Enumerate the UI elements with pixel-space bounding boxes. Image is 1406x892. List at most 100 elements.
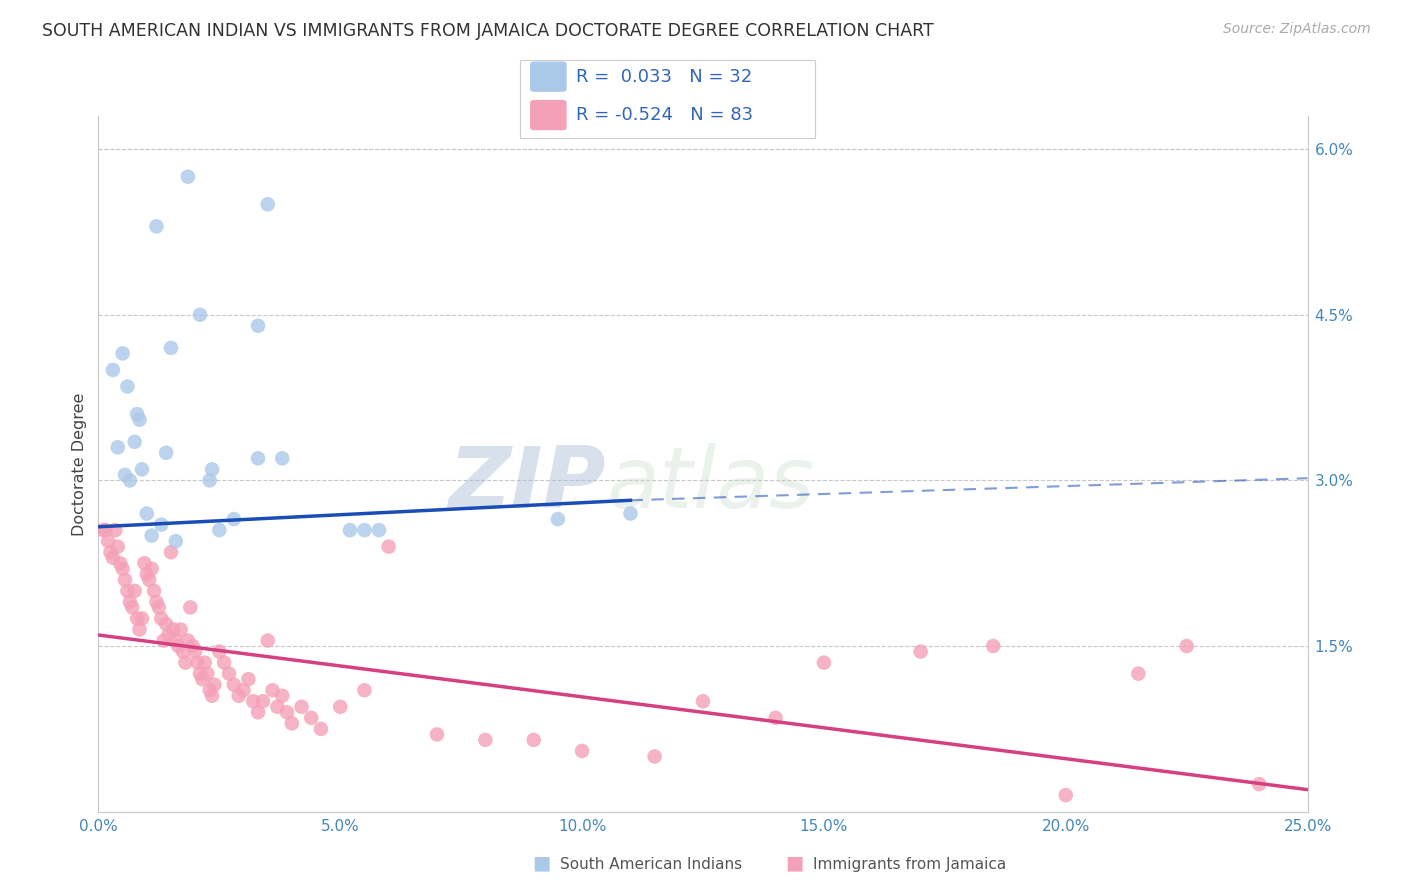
- Point: [208, 523, 231, 537]
- Point: [1128, 666, 1150, 681]
- Point: [135, 507, 157, 521]
- Point: [232, 683, 254, 698]
- Point: [104, 523, 127, 537]
- Point: [100, 545, 122, 559]
- Point: [118, 474, 141, 488]
- Point: [353, 523, 375, 537]
- Text: Source: ZipAtlas.com: Source: ZipAtlas.com: [1223, 22, 1371, 37]
- Point: [160, 545, 183, 559]
- Point: [256, 633, 278, 648]
- Point: [174, 656, 197, 670]
- Point: [127, 407, 149, 421]
- Point: [152, 633, 174, 648]
- Point: [247, 318, 270, 333]
- Y-axis label: Doctorate Degree: Doctorate Degree: [72, 392, 87, 535]
- Point: [160, 341, 183, 355]
- Point: [910, 644, 932, 658]
- Text: Immigrants from Jamaica: Immigrants from Jamaica: [813, 857, 1005, 872]
- Point: [138, 573, 160, 587]
- Point: [212, 656, 235, 670]
- Point: [188, 666, 211, 681]
- Point: [135, 567, 157, 582]
- Point: [148, 600, 170, 615]
- Point: [309, 722, 332, 736]
- Point: [692, 694, 714, 708]
- Point: [247, 706, 270, 720]
- Point: [377, 540, 399, 554]
- Point: [198, 474, 221, 488]
- Text: R = -0.524   N = 83: R = -0.524 N = 83: [576, 106, 754, 124]
- Point: [165, 633, 187, 648]
- Point: [91, 523, 114, 537]
- Point: [252, 694, 274, 708]
- Point: [238, 672, 260, 686]
- Point: [150, 611, 173, 625]
- Point: [114, 467, 136, 482]
- Point: [222, 512, 245, 526]
- Point: [813, 656, 835, 670]
- Point: [179, 600, 201, 615]
- Text: South American Indians: South American Indians: [560, 857, 742, 872]
- Point: [1249, 777, 1271, 791]
- Point: [150, 517, 173, 532]
- Point: [1175, 639, 1198, 653]
- Point: [228, 689, 250, 703]
- Point: [155, 446, 177, 460]
- Point: [124, 434, 146, 449]
- Point: [127, 611, 149, 625]
- Point: [188, 308, 211, 322]
- Point: [184, 644, 207, 658]
- Point: [118, 595, 141, 609]
- Point: [981, 639, 1004, 653]
- Point: [169, 623, 191, 637]
- Point: [108, 556, 131, 570]
- Point: [187, 656, 209, 670]
- Point: [765, 711, 787, 725]
- Point: [242, 694, 264, 708]
- Text: R =  0.033   N = 32: R = 0.033 N = 32: [576, 68, 752, 86]
- Point: [177, 169, 200, 184]
- Point: [208, 644, 231, 658]
- Point: [155, 617, 177, 632]
- Point: [281, 716, 304, 731]
- Point: [177, 633, 200, 648]
- Point: [94, 523, 117, 537]
- Point: [266, 699, 288, 714]
- Text: ■: ■: [531, 854, 551, 872]
- Point: [474, 733, 496, 747]
- Point: [162, 623, 184, 637]
- Point: [619, 507, 641, 521]
- Point: [299, 711, 322, 725]
- Point: [201, 462, 224, 476]
- Point: [368, 523, 391, 537]
- Point: [114, 573, 136, 587]
- Point: [157, 628, 180, 642]
- Point: [121, 600, 143, 615]
- Point: [191, 672, 214, 686]
- Text: ■: ■: [785, 854, 804, 872]
- Point: [181, 639, 204, 653]
- Point: [198, 683, 221, 698]
- Point: [131, 611, 153, 625]
- Point: [256, 197, 278, 211]
- Point: [218, 666, 240, 681]
- Point: [107, 540, 129, 554]
- Point: [329, 699, 352, 714]
- Point: [523, 733, 546, 747]
- Point: [167, 639, 190, 653]
- Point: [571, 744, 593, 758]
- Point: [339, 523, 361, 537]
- Point: [547, 512, 569, 526]
- Point: [204, 678, 226, 692]
- Point: [134, 556, 156, 570]
- Point: [141, 562, 163, 576]
- Point: [165, 534, 187, 549]
- Point: [145, 595, 167, 609]
- Point: [195, 666, 218, 681]
- Point: [101, 363, 124, 377]
- Text: ZIP: ZIP: [449, 443, 606, 526]
- Point: [101, 550, 124, 565]
- Point: [143, 583, 166, 598]
- Text: atlas: atlas: [606, 443, 814, 526]
- Point: [117, 583, 139, 598]
